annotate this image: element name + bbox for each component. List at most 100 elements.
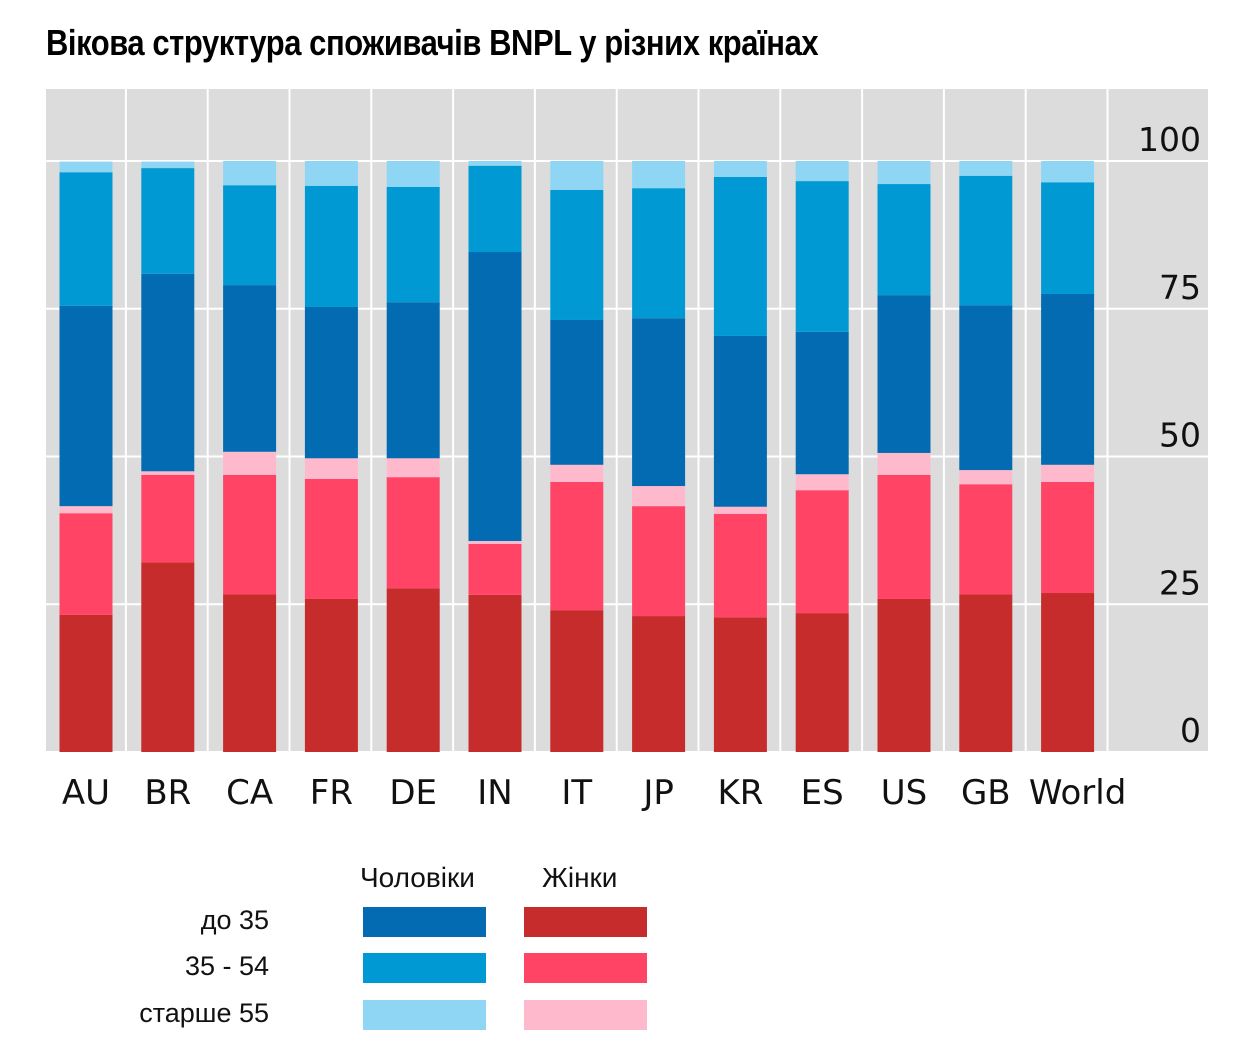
- bar-segment: [959, 484, 1013, 595]
- bar-stack-it: [550, 161, 604, 752]
- legend-swatch-women-35-54: [524, 953, 647, 983]
- bar-segment: [141, 273, 195, 472]
- bar-segment: [550, 610, 604, 752]
- bar-segment: [877, 474, 931, 599]
- bar-segment: [632, 188, 686, 319]
- bar-segment: [223, 474, 277, 595]
- x-tick-label: IN: [477, 773, 512, 813]
- bar-segment: [59, 161, 113, 173]
- bar-segment: [468, 165, 522, 253]
- bar-segment: [795, 161, 849, 182]
- bar-segment: [468, 252, 522, 542]
- bar-segment: [713, 161, 767, 177]
- bar-segment: [59, 172, 113, 306]
- bar-segment: [1041, 593, 1095, 752]
- bar-segment: [59, 506, 113, 514]
- bar-segment: [550, 189, 604, 320]
- bar-segment: [877, 295, 931, 453]
- bar-segment: [141, 161, 195, 169]
- bar-segment: [877, 184, 931, 296]
- bar-segment: [632, 486, 686, 507]
- bar-stack-jp: [632, 161, 686, 752]
- bar-segment: [304, 161, 358, 186]
- y-tick-label: 75: [1159, 268, 1201, 307]
- bar-segment: [223, 185, 277, 286]
- bar-stack-es: [795, 161, 849, 752]
- bar-segment: [632, 161, 686, 189]
- bar-stack-de: [386, 161, 440, 752]
- bar-segment: [468, 161, 522, 166]
- bar-stack-au: [59, 161, 113, 752]
- bar-segment: [959, 594, 1013, 752]
- bar-segment: [713, 513, 767, 618]
- bar-segment: [468, 543, 522, 595]
- bar-stack-world: [1041, 161, 1095, 752]
- x-tick-label: DE: [389, 773, 437, 813]
- x-tick-label: IT: [561, 773, 592, 813]
- legend-row-label-35-54: 35 - 54: [184, 951, 269, 981]
- bar-segment: [141, 474, 195, 563]
- bar-segment: [1041, 481, 1095, 594]
- x-tick-label: ES: [801, 773, 844, 813]
- bar-segment: [386, 161, 440, 188]
- legend-header-women: Жінки: [542, 862, 618, 893]
- bar-segment: [959, 470, 1013, 485]
- bar-segment: [632, 318, 686, 487]
- bar-segment: [386, 588, 440, 752]
- bar-segment: [304, 598, 358, 752]
- y-axis-ticks: 0 25 50 75 100: [1138, 120, 1201, 750]
- bar-segment: [713, 176, 767, 336]
- bar-segment: [632, 616, 686, 752]
- x-tick-label: US: [881, 773, 927, 813]
- bar-segment: [386, 187, 440, 303]
- bar-segment: [959, 175, 1013, 306]
- bar-segment: [795, 490, 849, 614]
- bar-stack-kr: [713, 161, 767, 752]
- bar-segment: [386, 458, 440, 478]
- bar-segment: [795, 474, 849, 491]
- bar-segment: [632, 506, 686, 617]
- bar-segment: [59, 513, 113, 615]
- bar-segment: [386, 477, 440, 589]
- x-axis-ticks: AU BR CA FR DE IN IT JP KR ES US GB World: [62, 773, 1126, 813]
- bar-segment: [386, 302, 440, 459]
- bar-segment: [141, 471, 195, 475]
- bar-segment: [468, 541, 522, 544]
- x-tick-label: JP: [641, 773, 674, 813]
- legend-row-label-under35: до 35: [200, 905, 269, 935]
- bar-stack-in: [468, 161, 522, 752]
- bar-segment: [550, 464, 604, 482]
- bar-segment: [1041, 182, 1095, 294]
- legend-swatch-men-over55: [363, 1000, 486, 1030]
- bar-segment: [795, 331, 849, 475]
- bar-segment: [59, 614, 113, 752]
- x-tick-label: FR: [310, 773, 353, 813]
- legend-swatch-men-35-54: [363, 953, 486, 983]
- bar-segment: [141, 562, 195, 752]
- bar-segment: [795, 613, 849, 752]
- stacked-bar-chart: 0 25 50 75 100 AU BR CA FR DE IN IT JP KR ES US GB World: [46, 89, 1208, 813]
- bar-stack-ca: [223, 161, 277, 752]
- bar-segment: [795, 181, 849, 332]
- bar-stack-fr: [304, 161, 358, 752]
- bar-segment: [304, 458, 358, 479]
- bar-segment: [877, 452, 931, 475]
- legend-header-men: Чоловіки: [360, 862, 475, 893]
- bar-segment: [223, 161, 277, 186]
- x-tick-label: AU: [62, 773, 110, 813]
- y-tick-label: 100: [1138, 120, 1201, 159]
- legend-swatch-men-under35: [363, 907, 486, 937]
- bar-stack-br: [141, 161, 195, 752]
- bar-segment: [304, 478, 358, 599]
- bar-segment: [1041, 464, 1095, 482]
- x-tick-label: World: [1029, 773, 1126, 813]
- bar-segment: [959, 305, 1013, 471]
- bar-segment: [550, 319, 604, 465]
- bar-segment: [59, 305, 113, 507]
- chart-title: Вікова структура споживачів BNPL у різни…: [46, 22, 819, 63]
- legend-row-label-over55: старше 55: [139, 998, 269, 1028]
- bar-segment: [877, 161, 931, 185]
- bar-segment: [550, 161, 604, 190]
- bar-segment: [468, 594, 522, 752]
- x-tick-label: KR: [717, 773, 763, 813]
